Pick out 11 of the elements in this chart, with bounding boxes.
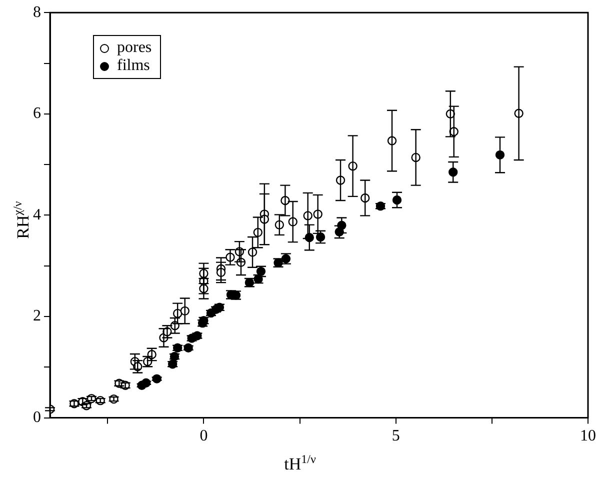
- legend-label: pores: [117, 39, 152, 56]
- x-axis-title: tH$^{1/ν}$: [284, 452, 316, 475]
- y-tick-label: 8: [33, 4, 41, 21]
- y-tick-label: 2: [33, 308, 41, 325]
- x-tick-label: 0: [200, 428, 208, 445]
- x-tick-label: 5: [392, 428, 400, 445]
- legend-label: films: [117, 57, 150, 74]
- y-tick-label: 4: [33, 206, 41, 224]
- x-tick-label: 10: [580, 428, 596, 445]
- y-tick-label: 0: [33, 409, 41, 426]
- y-tick-label: 6: [33, 105, 41, 122]
